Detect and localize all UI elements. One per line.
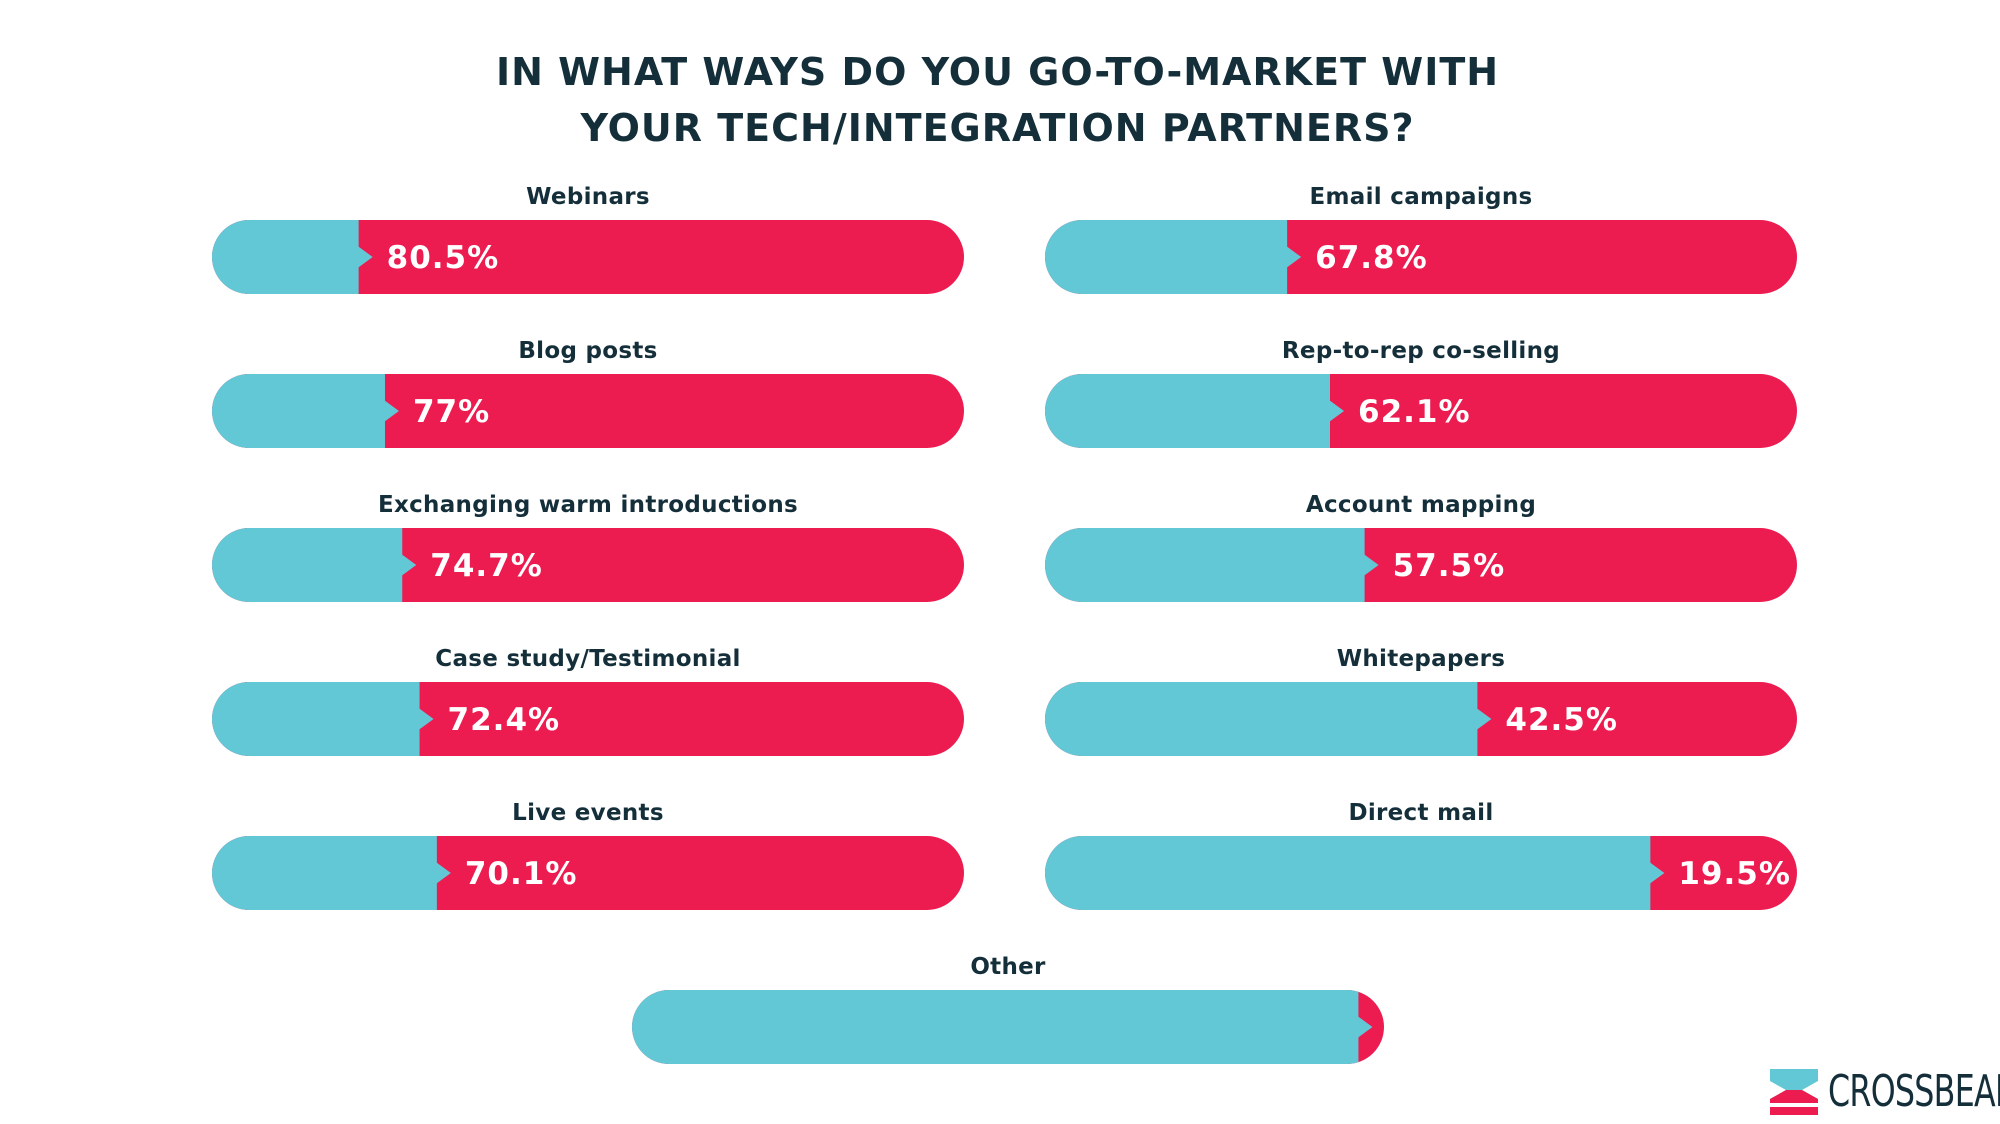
bar-category-label-other: Other	[970, 954, 1046, 980]
bar-remainder-fill-other	[632, 990, 1359, 1064]
bar-category-label-exchanging-warm-introductions: Exchanging warm introductions	[378, 492, 798, 518]
bar-category-label-whitepapers: Whitepapers	[1337, 646, 1506, 672]
bar-category-label-email-campaigns: Email campaigns	[1310, 184, 1533, 210]
bar-arrow-email-campaigns	[1286, 246, 1302, 268]
bar-remainder-fill-rep-to-rep-co-selling	[1045, 374, 1331, 448]
bar-value-label-rep-to-rep-co-selling: 62.1%	[1358, 394, 1471, 430]
bar-arrow-account-mapping	[1363, 554, 1379, 576]
bar-value-label-blog-posts: 77%	[413, 394, 490, 430]
crossbeam-logo: CROSSBEAM	[1770, 1066, 2000, 1118]
bar-group-whitepapers: Whitepapers 42.5%	[1045, 646, 1797, 756]
bar-category-label-blog-posts: Blog posts	[518, 338, 657, 364]
bar-value-label-other: 3.4%	[1386, 1010, 1476, 1046]
bar-group-case-study-testimonial: Case study/Testimonial 72.4%	[212, 646, 964, 756]
bar-value-label-whitepapers: 42.5%	[1505, 702, 1618, 738]
bar-category-label-live-events: Live events	[512, 800, 664, 826]
bar-body-rep-to-rep-co-selling	[1045, 374, 1797, 448]
bar-group-exchanging-warm-introductions: Exchanging warm introductions 74.7%	[212, 492, 964, 602]
chart-title-line-1: IN WHAT WAYS DO YOU GO-TO-MARKET WITH	[495, 50, 1500, 94]
crossbeam-logo-text: CROSSBEAM	[1828, 1066, 2000, 1117]
bar-remainder-fill-whitepapers	[1045, 682, 1478, 756]
bar-arrow-rep-to-rep-co-selling	[1329, 400, 1345, 422]
bar-remainder-fill-blog-posts	[212, 374, 385, 448]
bar-category-label-rep-to-rep-co-selling: Rep-to-rep co-selling	[1282, 338, 1560, 364]
bar-remainder-fill-webinars	[212, 220, 359, 294]
bar-arrow-webinars	[357, 246, 373, 268]
bar-group-blog-posts: Blog posts 77%	[212, 338, 964, 448]
bar-value-label-exchanging-warm-introductions: 74.7%	[430, 548, 543, 584]
bar-value-label-case-study-testimonial: 72.4%	[448, 702, 561, 738]
bar-body-blog-posts	[212, 374, 964, 448]
bar-body-direct-mail	[1045, 836, 1797, 910]
bar-value-label-webinars: 80.5%	[387, 240, 500, 276]
crossbeam-logo-icon	[1770, 1069, 1818, 1115]
bar-body-account-mapping	[1045, 528, 1797, 602]
bar-arrow-blog-posts	[383, 400, 399, 422]
bar-group-account-mapping: Account mapping 57.5%	[1045, 492, 1797, 602]
bar-body-case-study-testimonial	[212, 682, 964, 756]
bar-category-label-direct-mail: Direct mail	[1348, 800, 1493, 826]
bar-arrow-exchanging-warm-introductions	[401, 554, 417, 576]
bar-arrow-other	[1357, 1016, 1373, 1038]
bar-arrow-direct-mail	[1649, 862, 1665, 884]
bar-body-webinars	[212, 220, 964, 294]
bar-body-live-events	[212, 836, 964, 910]
bar-body-exchanging-warm-introductions	[212, 528, 964, 602]
bar-remainder-fill-exchanging-warm-introductions	[212, 528, 403, 602]
bar-arrow-whitepapers	[1476, 708, 1492, 730]
bar-remainder-fill-live-events	[212, 836, 437, 910]
bar-category-label-webinars: Webinars	[526, 184, 650, 210]
chart-title-line-2: YOUR TECH/INTEGRATION PARTNERS?	[580, 106, 1415, 150]
bar-remainder-fill-account-mapping	[1045, 528, 1365, 602]
bar-category-label-case-study-testimonial: Case study/Testimonial	[435, 646, 740, 672]
bar-body-other	[632, 990, 1384, 1064]
bar-remainder-fill-direct-mail	[1045, 836, 1651, 910]
bar-value-label-email-campaigns: 67.8%	[1315, 240, 1428, 276]
bar-body-email-campaigns	[1045, 220, 1797, 294]
bar-group-live-events: Live events 70.1%	[212, 800, 964, 910]
bar-category-label-account-mapping: Account mapping	[1306, 492, 1536, 518]
bar-group-direct-mail: Direct mail 19.5%	[1045, 800, 1797, 910]
bar-arrow-case-study-testimonial	[418, 708, 434, 730]
bar-value-label-account-mapping: 57.5%	[1393, 548, 1506, 584]
bar-remainder-fill-case-study-testimonial	[212, 682, 420, 756]
bar-remainder-fill-email-campaigns	[1045, 220, 1288, 294]
bar-group-other: Other 3.4%	[632, 954, 1476, 1064]
bar-group-rep-to-rep-co-selling: Rep-to-rep co-selling 62.1%	[1045, 338, 1797, 448]
bar-value-label-live-events: 70.1%	[465, 856, 578, 892]
bar-body-whitepapers	[1045, 682, 1797, 756]
chart-title: IN WHAT WAYS DO YOU GO-TO-MARKET WITH YO…	[0, 44, 1995, 156]
bar-value-label-direct-mail: 19.5%	[1678, 856, 1791, 892]
bar-group-email-campaigns: Email campaigns 67.8%	[1045, 184, 1797, 294]
bar-arrow-live-events	[435, 862, 451, 884]
bar-group-webinars: Webinars 80.5%	[212, 184, 964, 294]
